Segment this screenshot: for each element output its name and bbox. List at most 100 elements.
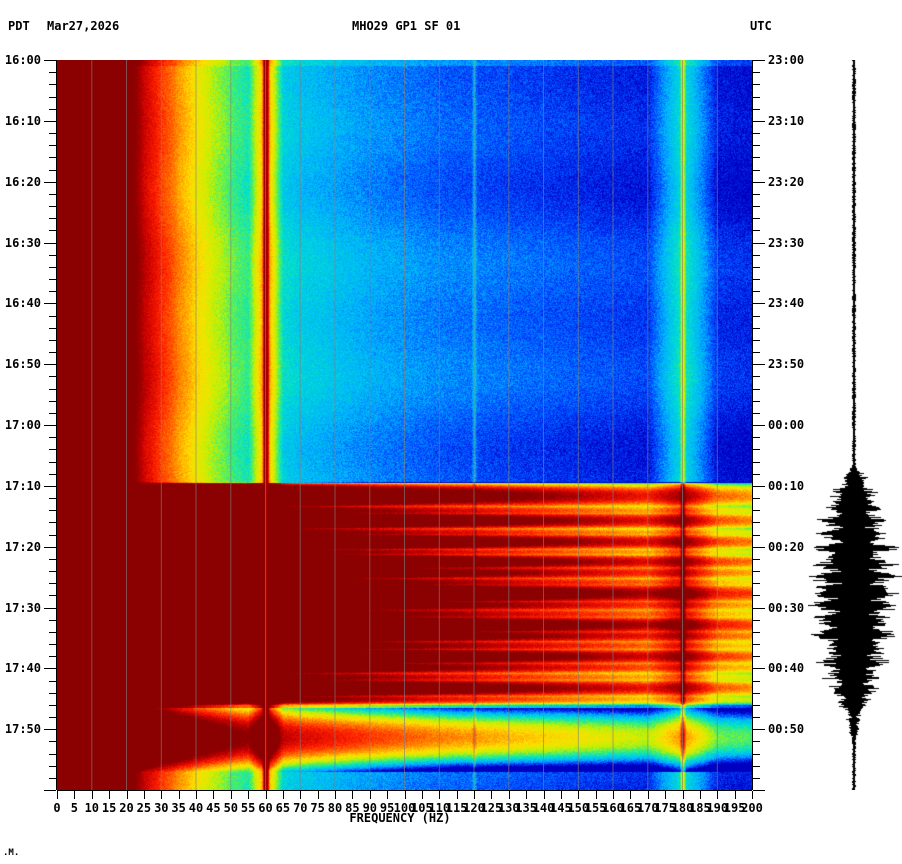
time-tick-right: [753, 169, 760, 171]
time-tick-left: [49, 108, 56, 110]
time-tick-left: [49, 230, 56, 232]
frequency-tick: [560, 791, 562, 799]
frequency-tick: [369, 791, 371, 799]
time-tick-left: [44, 60, 56, 61]
corner-artifact-mark: .M.: [3, 848, 20, 858]
time-tick-left: [44, 607, 56, 609]
time-tick-left: [49, 656, 56, 658]
time-tick-right: [753, 704, 760, 706]
time-tick-right: [753, 72, 760, 74]
time-tick-left: [49, 534, 56, 536]
time-tick-left: [49, 449, 56, 451]
time-tick-right: [753, 753, 760, 755]
time-tick-right: [753, 777, 760, 779]
frequency-tick: [109, 791, 111, 799]
time-tick-right: [753, 680, 760, 682]
time-label-right: 00:00: [768, 418, 805, 432]
time-label-right: 00:10: [768, 478, 805, 493]
time-tick-right: [753, 412, 760, 414]
time-tick-right: [753, 193, 760, 195]
frequency-label: 180: [671, 801, 694, 815]
frequency-label: 30: [154, 801, 169, 815]
time-tick-left: [44, 729, 56, 731]
time-label-right: 00:40: [768, 661, 805, 676]
time-tick-left: [49, 327, 56, 329]
time-tick-left: [49, 522, 56, 524]
page-title: MHO29 GP1 SF 01: [352, 19, 461, 33]
header-timezone-right: UTC: [750, 19, 772, 33]
time-tick-left: [49, 206, 56, 207]
time-tick-right: [753, 485, 765, 487]
time-label-left: 16:30: [4, 235, 41, 250]
time-tick-left: [49, 704, 56, 706]
frequency-tick: [699, 791, 701, 799]
frequency-label: 45: [206, 801, 221, 815]
frequency-tick: [543, 791, 545, 799]
time-tick-right: [753, 790, 765, 791]
time-tick-right: [753, 631, 760, 633]
time-label-left: 16:00: [4, 53, 41, 67]
time-tick-left: [49, 72, 56, 74]
time-tick-right: [753, 254, 760, 256]
frequency-tick: [300, 791, 302, 799]
time-tick-right: [753, 339, 760, 341]
time-label-left: 17:20: [4, 539, 41, 554]
time-tick-left: [49, 741, 56, 743]
time-tick-left: [49, 619, 56, 621]
time-tick-left: [49, 266, 56, 268]
time-tick-left: [44, 668, 56, 670]
time-tick-right: [753, 157, 760, 159]
time-tick-right: [753, 279, 760, 280]
frequency-label: 35: [171, 801, 186, 815]
time-tick-right: [753, 473, 760, 475]
frequency-axis-title: FREQUENCY (HZ): [349, 811, 451, 825]
time-tick-right: [753, 558, 760, 560]
frequency-label: 5: [70, 801, 78, 815]
time-tick-left: [49, 133, 56, 134]
time-tick-right: [753, 266, 760, 268]
time-label-right: 23:30: [768, 235, 805, 250]
frequency-label: 165: [619, 801, 642, 815]
time-tick-right: [753, 668, 765, 670]
time-tick-right: [753, 327, 760, 329]
frequency-label: 155: [584, 801, 607, 815]
frequency-label: 85: [345, 801, 360, 815]
time-tick-left: [49, 339, 56, 341]
time-tick-left: [49, 437, 56, 439]
time-tick-left: [49, 279, 56, 280]
time-tick-left: [49, 595, 56, 597]
time-tick-left: [49, 765, 56, 767]
time-tick-right: [753, 729, 765, 731]
time-tick-right: [753, 181, 765, 183]
frequency-tick: [630, 791, 632, 799]
time-tick-right: [753, 498, 760, 499]
time-tick-left: [49, 717, 56, 718]
frequency-tick: [595, 791, 597, 799]
frequency-label: 0: [53, 801, 61, 815]
time-tick-left: [49, 631, 56, 633]
frequency-tick: [178, 791, 180, 799]
frequency-tick: [404, 791, 406, 799]
time-tick-left: [49, 315, 56, 317]
frequency-tick: [161, 791, 163, 799]
time-tick-right: [753, 145, 760, 147]
time-label-left: 16:50: [4, 357, 41, 372]
time-tick-left: [44, 120, 56, 122]
frequency-tick: [508, 791, 510, 799]
time-tick-right: [753, 388, 760, 390]
frequency-label: 120: [463, 801, 485, 815]
time-tick-left: [49, 461, 56, 463]
frequency-label: 105: [411, 801, 433, 815]
frequency-tick: [91, 791, 93, 799]
time-label-right: 00:50: [768, 722, 805, 737]
frequency-label: 125: [480, 801, 503, 815]
frequency-tick: [387, 791, 389, 799]
axis-right-line: [752, 60, 753, 790]
frequency-tick: [665, 791, 667, 799]
time-tick-right: [753, 607, 765, 609]
time-tick-left: [49, 412, 56, 414]
seismogram-waveform: [808, 60, 902, 790]
time-tick-right: [753, 133, 760, 134]
time-tick-left: [49, 753, 56, 755]
